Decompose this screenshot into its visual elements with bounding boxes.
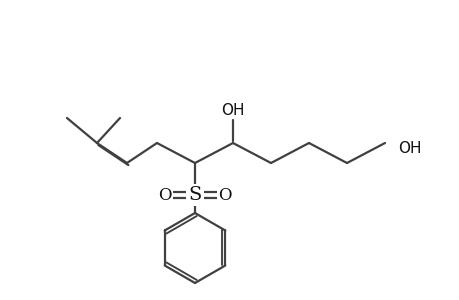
Text: S: S [188, 186, 201, 204]
Text: OH: OH [221, 103, 244, 118]
Text: O: O [218, 187, 231, 203]
Text: OH: OH [397, 140, 420, 155]
Text: O: O [158, 187, 171, 203]
